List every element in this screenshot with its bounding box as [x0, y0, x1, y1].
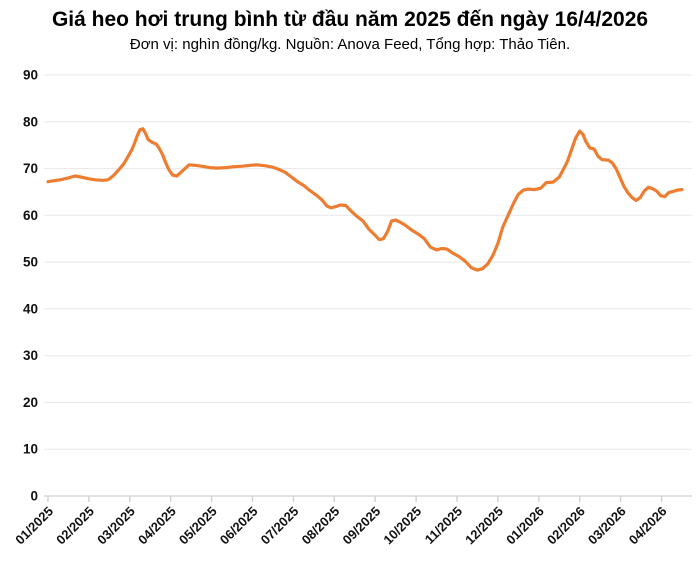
x-axis-tick-label: 08/2025: [299, 504, 343, 548]
x-axis-tick-label: 07/2025: [258, 504, 302, 548]
x-axis-tick-label: 06/2025: [217, 504, 261, 548]
y-axis-tick-label: 20: [23, 395, 38, 410]
chart-subtitle: Đơn vị: nghìn đồng/kg. Nguồn: Anova Feed…: [129, 36, 571, 53]
y-axis-tick-label: 30: [23, 348, 38, 363]
x-axis-tick-label: 03/2026: [585, 504, 629, 548]
x-axis-tick-label: 04/2026: [626, 504, 670, 548]
y-axis-tick-label: 10: [23, 442, 38, 457]
chart-title: Giá heo hơi trung bình từ đầu năm 2025 đ…: [51, 8, 649, 31]
x-axis-tick-label: 01/2025: [12, 504, 56, 548]
x-axis-tick-label: 03/2025: [94, 504, 138, 548]
x-axis-tick-label: 02/2026: [544, 504, 588, 548]
x-axis-tick-label: 10/2025: [380, 504, 424, 548]
y-axis-tick-label: 80: [23, 114, 38, 129]
x-axis-tick-label: 09/2025: [339, 504, 383, 548]
y-axis-tick-label: 0: [30, 489, 38, 504]
x-axis-tick-label: 12/2025: [462, 504, 506, 548]
hog-price-line-chart: 0 10 20 30 40 50 60 70 80 90 01/202502/202503/2025…: [12, 68, 692, 548]
y-axis-tick-label: 60: [23, 208, 38, 223]
y-axis-tick-label: 90: [23, 68, 38, 83]
x-axis-tick-label: 05/2025: [176, 504, 220, 548]
x-axis-tick-label: 01/2026: [503, 504, 547, 548]
y-axis-tick-label: 70: [23, 161, 38, 176]
x-axis-tick-label: 11/2025: [422, 504, 465, 547]
y-axis-tick-label: 40: [23, 301, 38, 316]
x-axis-tick-label: 02/2025: [53, 504, 97, 548]
x-axis-tick-label: 04/2025: [135, 504, 179, 548]
y-axis-tick-label: 50: [23, 255, 38, 270]
price-line: [46, 127, 684, 272]
chart-header: Giá heo hơi trung bình từ đầu năm 2025 đ…: [0, 0, 700, 54]
